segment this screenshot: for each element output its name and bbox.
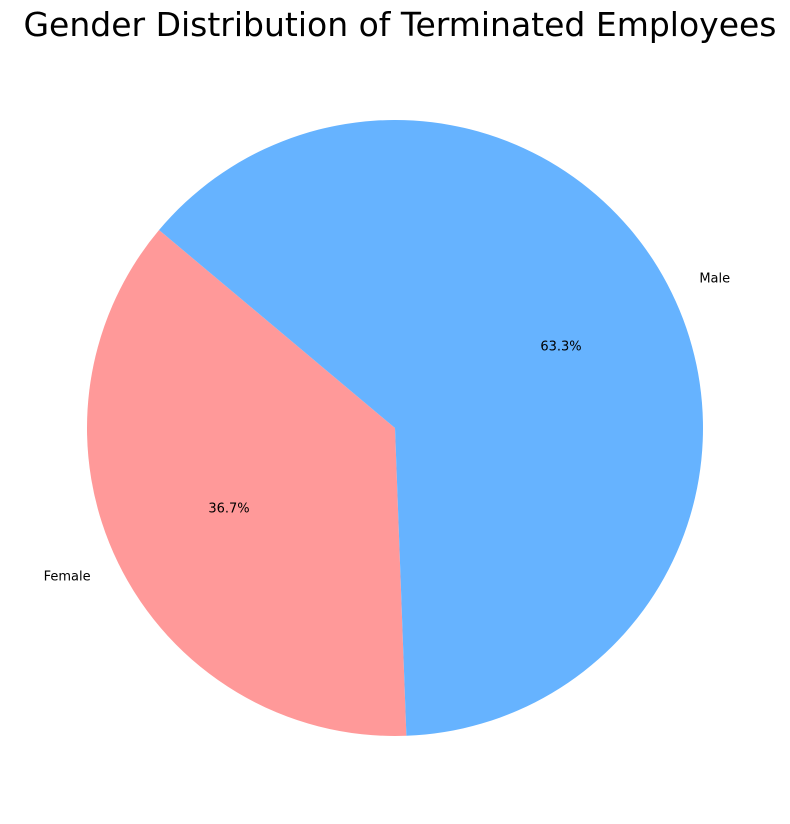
slice-label-male: Male: [699, 272, 730, 287]
pct-label-female: 36.7%: [208, 502, 249, 517]
pie-slice-male: [159, 120, 703, 736]
chart-title: Gender Distribution of Terminated Employ…: [23, 5, 776, 44]
pie-slice-female: [86, 230, 407, 736]
pie-slices: [86, 120, 703, 736]
pct-label-male: 63.3%: [540, 339, 581, 354]
pie-labels: Female 36.7% Male 63.3%: [44, 272, 731, 585]
slice-label-female: Female: [44, 569, 91, 584]
